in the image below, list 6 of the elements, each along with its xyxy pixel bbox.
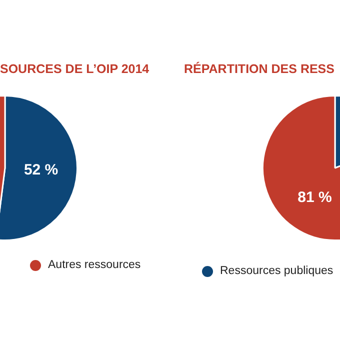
legend-label: Autres ressources [47, 259, 141, 271]
chart-title: SOURCES DE L’OIP 2014 [0, 62, 150, 76]
data-label: 81 % [298, 189, 332, 206]
data-label: 52 % [24, 161, 58, 178]
legend-label: Ressources publiques [219, 265, 334, 277]
chart-title: RÉPARTITION DES RESS [184, 62, 334, 76]
